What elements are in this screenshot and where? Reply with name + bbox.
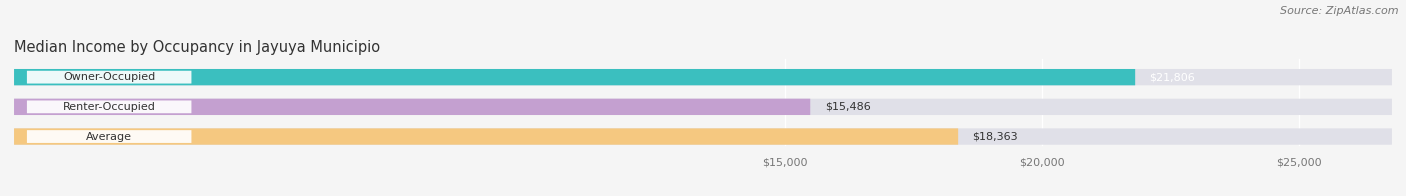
- Text: Median Income by Occupancy in Jayuya Municipio: Median Income by Occupancy in Jayuya Mun…: [14, 40, 380, 55]
- Text: $18,363: $18,363: [973, 132, 1018, 142]
- Text: Owner-Occupied: Owner-Occupied: [63, 72, 155, 82]
- FancyBboxPatch shape: [14, 99, 1392, 115]
- FancyBboxPatch shape: [14, 69, 1135, 85]
- FancyBboxPatch shape: [14, 128, 1392, 145]
- FancyBboxPatch shape: [27, 71, 191, 83]
- FancyBboxPatch shape: [27, 101, 191, 113]
- FancyBboxPatch shape: [27, 130, 191, 143]
- Text: $15,486: $15,486: [825, 102, 870, 112]
- FancyBboxPatch shape: [14, 69, 1392, 85]
- Text: Average: Average: [86, 132, 132, 142]
- FancyBboxPatch shape: [14, 128, 957, 145]
- Text: Source: ZipAtlas.com: Source: ZipAtlas.com: [1281, 6, 1399, 16]
- Text: $21,806: $21,806: [1150, 72, 1195, 82]
- FancyBboxPatch shape: [14, 99, 810, 115]
- Text: Renter-Occupied: Renter-Occupied: [63, 102, 156, 112]
